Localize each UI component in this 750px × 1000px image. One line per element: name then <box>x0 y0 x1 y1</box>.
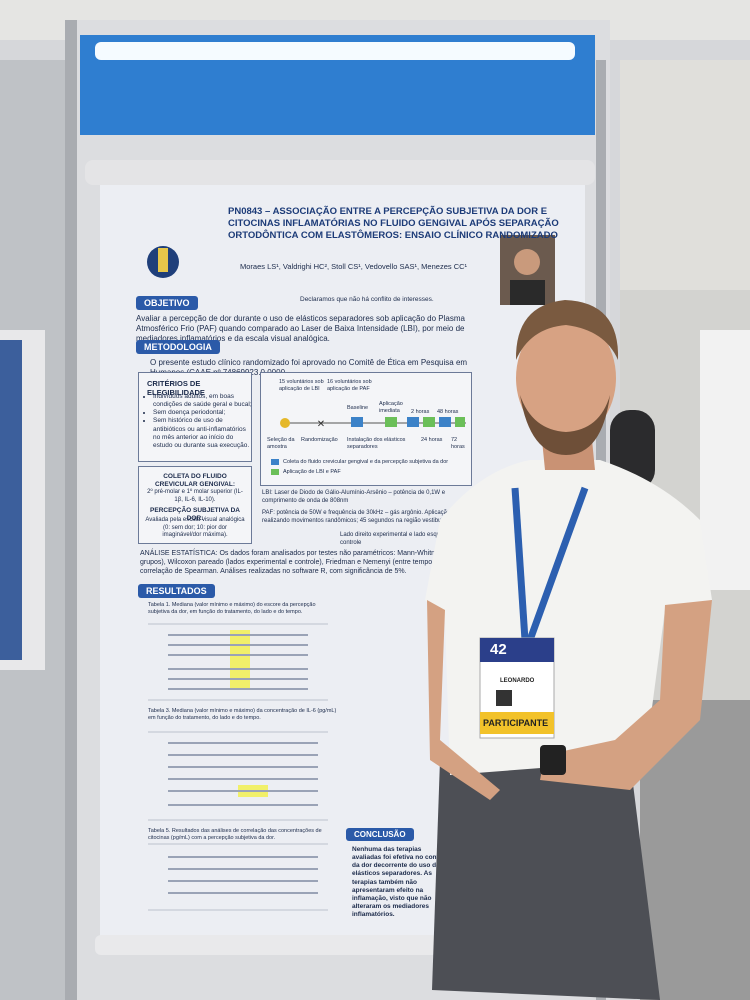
poster-title-text: ASSOCIAÇÃO ENTRE A PERCEPÇÃO SUBJETIVA D… <box>228 206 559 241</box>
table-caption: Tabela 3. Mediana (valor mínimo e máximo… <box>148 708 337 721</box>
flow-label: Instalação dos elásticos separadores <box>347 437 406 450</box>
flow-label: 24 horas <box>421 437 443 443</box>
flow-label: Seleção da amostra <box>267 437 295 450</box>
poster-code: PN0843 <box>228 206 263 217</box>
flow-label: 2 horas <box>411 409 430 415</box>
conflict: Declaramos que não há conflito de intere… <box>300 296 434 303</box>
table-caption: Tabela 1. Mediana (valor mínimo e máximo… <box>148 602 316 615</box>
svg-text:✕: ✕ <box>317 419 325 430</box>
criteria-title: CRITÉRIOS DE ELEGIBILIDADE <box>147 379 205 398</box>
poster-title: PN0843 – ASSOCIAÇÃO ENTRE A PERCEPÇÃO SU… <box>228 206 559 241</box>
table-caption: Tabela 5. Resultados das análises de cor… <box>148 828 322 841</box>
flow-label: Randomização <box>301 437 338 443</box>
section-header: CONCLUSÃO <box>346 828 414 841</box>
criteria-list: Indivíduos adultos, em boas condições de… <box>153 393 253 450</box>
section-header: OBJETIVO <box>136 296 198 310</box>
flow-label: 48 horas <box>437 409 459 415</box>
criteria-box: CRITÉRIOS DE ELEGIBILIDADE Indivíduos ad… <box>138 372 252 462</box>
collection-title: COLETA DO FLUIDO CREVICULAR GENGIVAL: <box>154 473 236 489</box>
authors: Moraes LS¹, Valdrighi HC², Stoll CS¹, Ve… <box>240 262 468 271</box>
badge-number: 42 <box>490 641 507 658</box>
flow-label: 15 voluntários sob aplicação de LBI <box>279 379 324 392</box>
conclusion-text: Nenhuma das terapias avaliadas foi efeti… <box>352 846 451 918</box>
flow-label: 72 horas <box>451 437 465 450</box>
paf-text: PAF: potência de 50W e frequência de 30k… <box>262 510 451 524</box>
collection-text: 2º pré-molar e 1º molar superior (IL-1β,… <box>147 489 243 503</box>
badge-role: PARTICIPANTE <box>483 718 549 728</box>
pain-text: Avaliada pela escala visual analógica (0… <box>145 517 245 538</box>
collection-box: COLETA DO FLUIDO CREVICULAR GENGIVAL: 2º… <box>138 466 252 544</box>
criteria-item: Sem histórico de uso de antibióticos ou … <box>153 417 253 450</box>
statistics-text: ANÁLISE ESTATÍSTICA: Os dados foram anal… <box>140 550 463 575</box>
side-text: Lado direito experimental e lado esquerd… <box>340 532 453 546</box>
flow-label: Baseline <box>347 405 369 411</box>
objective-text: Avaliar a percepção de dor durante o uso… <box>136 314 465 343</box>
flow-label: Aplicação imediata <box>379 401 403 414</box>
section-header: RESULTADOS <box>138 584 215 598</box>
pain-title: PERCEPÇÃO SUBJETIVA DA DOR: <box>150 507 240 523</box>
section-header: METODOLOGIA <box>136 340 220 354</box>
legend-label: Coleta do fluido crevicular gengival e d… <box>283 459 449 465</box>
criteria-item: Indivíduos adultos, em boas condições de… <box>153 393 253 409</box>
badge-name: LEONARDO <box>500 678 535 684</box>
flow-label: 16 voluntários sob aplicação de PAF <box>327 379 372 392</box>
criteria-item: Sem doença periodontal; <box>153 409 253 417</box>
flow-box: 15 voluntários sob aplicação de LBI 16 v… <box>260 372 472 486</box>
flow-diagram: ✕ <box>271 417 466 475</box>
lbi-text: LBI: Laser de Diodo de Gálio-Alumínio-Ar… <box>262 490 446 504</box>
tables <box>148 623 328 911</box>
legend-label: Aplicação de LBI e PAF <box>283 469 341 475</box>
